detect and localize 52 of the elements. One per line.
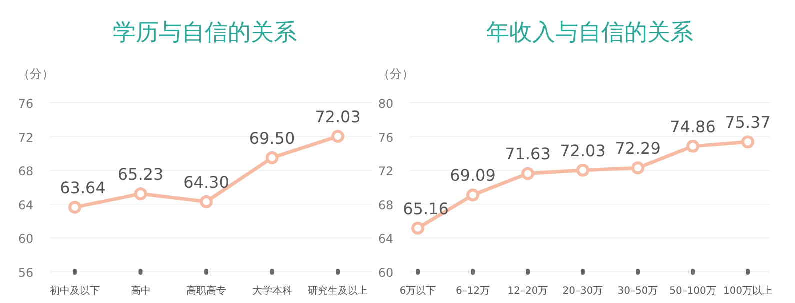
data-label: 65.23 bbox=[118, 165, 164, 184]
point bbox=[68, 200, 82, 214]
data-label: 72.03 bbox=[315, 108, 361, 127]
data-label: 71.63 bbox=[505, 144, 551, 164]
point bbox=[522, 167, 534, 180]
point bbox=[200, 195, 213, 208]
point bbox=[332, 130, 344, 144]
y-axis-title: （分） bbox=[378, 67, 414, 81]
y-tick-label: 72 bbox=[378, 164, 394, 179]
data-label: 64.30 bbox=[184, 172, 230, 192]
y-tick-label: 64 bbox=[378, 232, 394, 246]
point bbox=[686, 140, 700, 153]
x-tick-label: 6万以下 bbox=[400, 285, 436, 297]
chart-title: 学历与自信的关系 bbox=[113, 20, 297, 46]
y-tick-label: 60 bbox=[378, 266, 394, 280]
y-tick-label: 76 bbox=[378, 130, 394, 145]
point bbox=[134, 188, 148, 201]
x-tick-label: 12–20万 bbox=[508, 286, 548, 297]
x-tick-label: 100万以上 bbox=[723, 285, 773, 297]
y-tick-label: 68 bbox=[378, 198, 394, 212]
chart-title: 年收入与自信的关系 bbox=[486, 20, 694, 46]
y-axis-title: （分） bbox=[18, 67, 54, 81]
data-label: 75.37 bbox=[725, 113, 771, 132]
point bbox=[576, 164, 590, 177]
data-label: 65.16 bbox=[403, 199, 449, 218]
point bbox=[632, 162, 644, 175]
data-label: 72.03 bbox=[560, 141, 606, 160]
x-tick-label: 大学本科 bbox=[252, 285, 292, 297]
data-label: 72.29 bbox=[615, 139, 661, 158]
data-label: 63.64 bbox=[60, 178, 106, 198]
x-tick-label: 高中 bbox=[130, 285, 151, 297]
y-tick-label: 76 bbox=[18, 97, 34, 111]
x-tick-label: 30–50万 bbox=[618, 286, 658, 297]
point bbox=[412, 222, 424, 235]
y-tick-label: 60 bbox=[18, 232, 34, 246]
x-tick-label: 6–12万 bbox=[456, 286, 490, 297]
x-tick-label: 初中及以下 bbox=[50, 285, 100, 297]
x-tick-label: 研究生及以上 bbox=[308, 285, 368, 297]
x-tick-label: 50–100万 bbox=[670, 286, 716, 297]
y-tick-label: 64 bbox=[18, 198, 34, 212]
data-label: 69.50 bbox=[249, 128, 296, 148]
point bbox=[742, 136, 754, 149]
data-label: 74.86 bbox=[670, 117, 716, 136]
point bbox=[266, 151, 279, 164]
y-tick-label: 72 bbox=[18, 130, 34, 145]
y-tick-label: 68 bbox=[18, 164, 34, 179]
x-tick-label: 20–30万 bbox=[562, 286, 604, 297]
y-tick-label: 80 bbox=[378, 97, 394, 111]
x-tick-label: 高职高专 bbox=[186, 285, 226, 297]
y-tick-label: 56 bbox=[18, 266, 34, 280]
point bbox=[466, 188, 480, 202]
data-label: 69.09 bbox=[450, 166, 496, 186]
